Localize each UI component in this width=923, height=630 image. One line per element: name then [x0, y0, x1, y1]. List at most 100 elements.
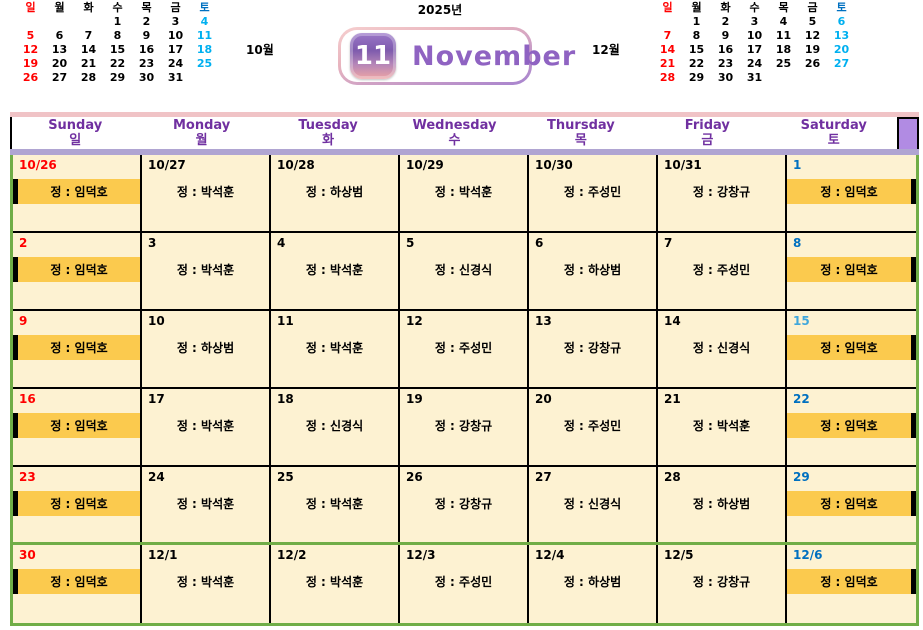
- duty-name-band: 정 : 박석훈: [305, 575, 364, 589]
- day-cell[interactable]: 10/29 정 : 박석훈: [400, 155, 529, 231]
- day-cell[interactable]: 10/26 정 : 임덕호: [13, 155, 142, 231]
- mini-day: 23: [717, 57, 734, 70]
- date-label: 28: [664, 470, 681, 484]
- day-header-cell: Thursday 목: [518, 117, 644, 149]
- day-cell[interactable]: 10/30 정 : 주성민: [529, 155, 658, 231]
- date-label: 12/1: [148, 548, 178, 562]
- date-label: 12/6: [793, 548, 823, 562]
- date-label: 24: [148, 470, 165, 484]
- day-cell[interactable]: 21 정 : 박석훈: [658, 389, 787, 465]
- day-cell[interactable]: 20 정 : 주성민: [529, 389, 658, 465]
- date-label: 22: [793, 392, 810, 406]
- day-cell[interactable]: 28 정 : 하상범: [658, 467, 787, 542]
- day-cell[interactable]: 22 정 : 임덕호: [787, 389, 916, 465]
- date-label: 18: [277, 392, 294, 406]
- duty-name-band: 정 : 주성민: [563, 419, 622, 433]
- day-cell[interactable]: 30 정 : 임덕호: [13, 545, 142, 623]
- day-cell[interactable]: 3 정 : 박석훈: [142, 233, 271, 309]
- day-cell[interactable]: 16 정 : 임덕호: [13, 389, 142, 465]
- date-label: 23: [19, 470, 36, 484]
- duty-name-band: 정 : 임덕호: [13, 569, 140, 594]
- mini-day: 14: [80, 43, 97, 56]
- mini-day-header: 토: [199, 1, 210, 14]
- purple-divider-strip: [10, 149, 919, 155]
- day-cell[interactable]: 9 정 : 임덕호: [13, 311, 142, 387]
- day-cell[interactable]: 12/6 정 : 임덕호: [787, 545, 916, 623]
- day-cell[interactable]: 10 정 : 하상범: [142, 311, 271, 387]
- mini-day: 1: [113, 15, 122, 28]
- week-row: 30 정 : 임덕호 12/1 정 : 박석훈 12/2 정 : 박석훈 12/…: [13, 545, 916, 623]
- mini-day: 2: [142, 15, 151, 28]
- date-label: 12/4: [535, 548, 565, 562]
- mini-calendar-december: 일 월 화 수 목 금 토 1 2 3 4 5 6 7 8 9 10 11 12 13 14 15 16 17 18 19 20 21…: [653, 1, 856, 85]
- mini-day: 3: [750, 15, 759, 28]
- mini-day: 17: [746, 43, 763, 56]
- day-cell[interactable]: 12/3 정 : 주성민: [400, 545, 529, 623]
- day-cell[interactable]: 4 정 : 박석훈: [271, 233, 400, 309]
- duty-name-band: 정 : 강창규: [434, 497, 493, 511]
- day-cell[interactable]: 17 정 : 박석훈: [142, 389, 271, 465]
- day-header-cell: Friday 금: [644, 117, 770, 149]
- day-cell[interactable]: 12/4 정 : 하상범: [529, 545, 658, 623]
- mini-day: 27: [833, 57, 850, 70]
- day-cell[interactable]: 23 정 : 임덕호: [13, 467, 142, 542]
- mini-day: 6: [55, 29, 64, 42]
- day-cell[interactable]: 1 정 : 임덕호: [787, 155, 916, 231]
- day-header-ko: 토: [827, 133, 840, 148]
- mini-day: 31: [746, 71, 763, 84]
- mini-day: 31: [167, 71, 184, 84]
- day-cell[interactable]: 26 정 : 강창규: [400, 467, 529, 542]
- day-cell[interactable]: 13 정 : 강창규: [529, 311, 658, 387]
- week-row: 2 정 : 임덕호 3 정 : 박석훈 4 정 : 박석훈 5 정 : 신경식 …: [13, 233, 916, 311]
- day-cell[interactable]: 6 정 : 하상범: [529, 233, 658, 309]
- day-cell[interactable]: 27 정 : 신경식: [529, 467, 658, 542]
- month-badge-inner: 11 November: [341, 30, 575, 82]
- duty-name-band: 정 : 박석훈: [692, 419, 751, 433]
- day-cell[interactable]: 8 정 : 임덕호: [787, 233, 916, 309]
- mini-day: 4: [779, 15, 788, 28]
- date-label: 2: [19, 236, 28, 250]
- day-cell[interactable]: 25 정 : 박석훈: [271, 467, 400, 542]
- day-cell[interactable]: 12/2 정 : 박석훈: [271, 545, 400, 623]
- day-cell[interactable]: 12/5 정 : 강창규: [658, 545, 787, 623]
- mini-day: 14: [659, 43, 676, 56]
- mini-day: 7: [663, 29, 672, 42]
- duty-name-band: 정 : 임덕호: [787, 335, 916, 360]
- day-cell[interactable]: 12 정 : 주성민: [400, 311, 529, 387]
- pink-top-strip: [10, 112, 919, 117]
- day-cell[interactable]: 10/28 정 : 하상범: [271, 155, 400, 231]
- day-cell[interactable]: 10/27 정 : 박석훈: [142, 155, 271, 231]
- date-label: 27: [535, 470, 552, 484]
- day-cell[interactable]: 5 정 : 신경식: [400, 233, 529, 309]
- mini-day: 15: [688, 43, 705, 56]
- mini-day: [74, 15, 103, 29]
- duty-name-band: 정 : 신경식: [563, 497, 622, 511]
- day-cell[interactable]: 29 정 : 임덕호: [787, 467, 916, 542]
- mini-day: 9: [721, 29, 730, 42]
- day-cell[interactable]: 14 정 : 신경식: [658, 311, 787, 387]
- mini-day: 28: [80, 71, 97, 84]
- day-cell[interactable]: 11 정 : 박석훈: [271, 311, 400, 387]
- day-cell[interactable]: 24 정 : 박석훈: [142, 467, 271, 542]
- mini-day: 13: [51, 43, 68, 56]
- mini-day: 27: [51, 71, 68, 84]
- week-row: 10/26 정 : 임덕호 10/27 정 : 박석훈 10/28 정 : 하상…: [13, 155, 916, 233]
- day-cell[interactable]: 2 정 : 임덕호: [13, 233, 142, 309]
- day-cell[interactable]: 15 정 : 임덕호: [787, 311, 916, 387]
- day-cell[interactable]: 19 정 : 강창규: [400, 389, 529, 465]
- label-december: 12월: [592, 43, 620, 57]
- date-label: 15: [793, 314, 810, 328]
- duty-name-band: 정 : 박석훈: [176, 497, 235, 511]
- mini-day: 30: [717, 71, 734, 84]
- date-label: 13: [535, 314, 552, 328]
- mini-day: 21: [80, 57, 97, 70]
- mini-day-header: 화: [83, 1, 94, 14]
- mini-day: [653, 15, 682, 29]
- duty-name-band: 정 : 신경식: [305, 419, 364, 433]
- day-cell[interactable]: 7 정 : 주성민: [658, 233, 787, 309]
- day-cell[interactable]: 12/1 정 : 박석훈: [142, 545, 271, 623]
- day-cell[interactable]: 10/31 정 : 강창규: [658, 155, 787, 231]
- mini-day-header: 목: [141, 1, 152, 14]
- day-cell[interactable]: 18 정 : 신경식: [271, 389, 400, 465]
- duty-name-band: 정 : 임덕호: [787, 179, 916, 204]
